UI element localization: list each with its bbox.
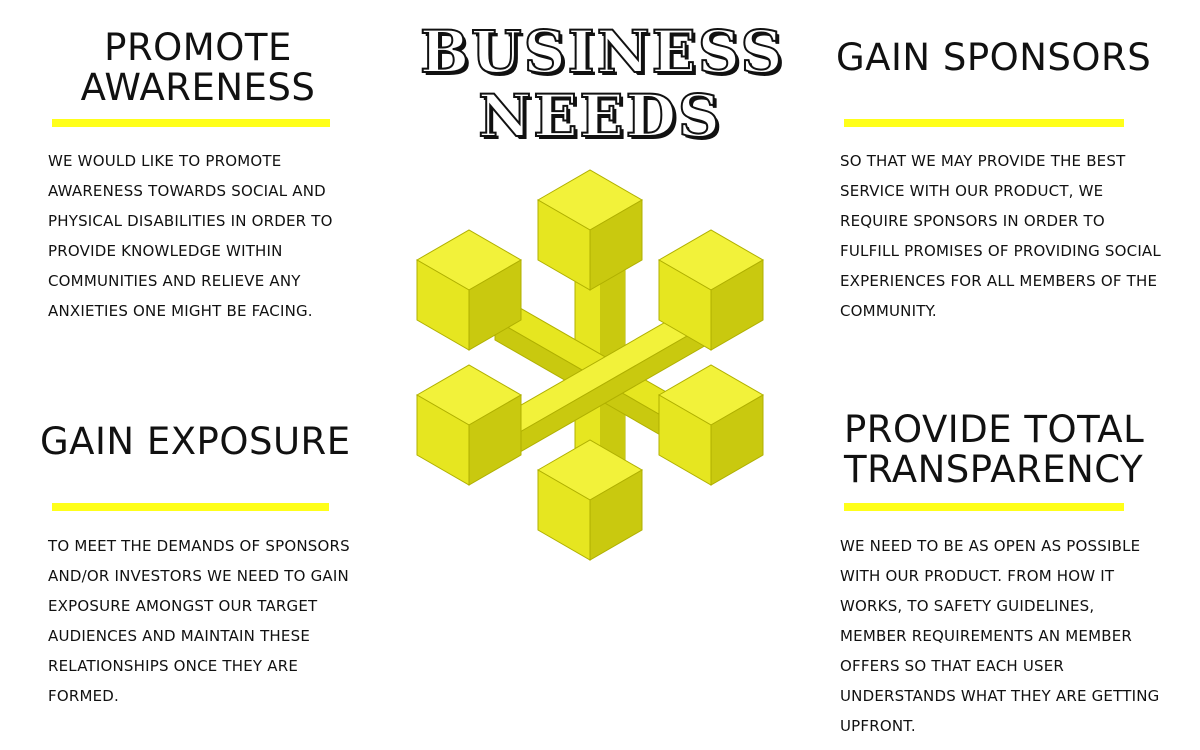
heading-line: GAIN EXPOSURE	[40, 420, 351, 463]
body-line: EXPERIENCES FOR ALL MEMBERS OF THE	[840, 272, 1158, 290]
body-line: FORMED.	[48, 687, 119, 705]
page-title: BUSINESS NEEDS	[419, 18, 785, 150]
yellow-divider	[844, 503, 1124, 511]
heading-line: TRANSPARENCY	[844, 448, 1144, 491]
heading-line: AWARENESS	[80, 66, 316, 109]
body-line: AWARENESS TOWARDS SOCIAL AND	[48, 182, 326, 200]
section-promote-awareness: PROMOTE AWARENESS WE WOULD LIKE TO PROMO…	[48, 0, 388, 330]
section-provide-transparency: PROVIDE TOTAL TRANSPARENCY WE NEED TO BE…	[836, 400, 1186, 750]
title-line-1: BUSINESS	[419, 18, 785, 86]
body-line: UPFRONT.	[840, 717, 916, 735]
body-line: OFFERS SO THAT EACH USER	[840, 657, 1065, 675]
body-promote-awareness: WE WOULD LIKE TO PROMOTE AWARENESS TOWAR…	[48, 146, 333, 326]
heading-gain-exposure: GAIN EXPOSURE	[40, 422, 370, 462]
body-line: REQUIRE SPONSORS IN ORDER TO	[840, 212, 1105, 230]
body-line: AUDIENCES AND MAINTAIN THESE	[48, 627, 310, 645]
heading-line: PROVIDE TOTAL	[844, 408, 1145, 451]
body-line: MEMBER REQUIREMENTS AN MEMBER	[840, 627, 1133, 645]
body-line: UNDERSTANDS WHAT THEY ARE GETTING	[840, 687, 1160, 705]
body-line: WITH OUR PRODUCT. FROM HOW IT	[840, 567, 1115, 585]
cube-lower-right	[658, 364, 764, 486]
body-line: EXPOSURE AMONGST OUR TARGET	[48, 597, 318, 615]
body-gain-exposure: TO MEET THE DEMANDS OF SPONSORS AND/OR I…	[48, 531, 350, 711]
heading-gain-sponsors: GAIN SPONSORS	[836, 36, 1152, 79]
cube-lower-left	[416, 364, 522, 486]
body-line: SO THAT WE MAY PROVIDE THE BEST	[840, 152, 1126, 170]
section-gain-exposure: GAIN EXPOSURE TO MEET THE DEMANDS OF SPO…	[40, 400, 380, 720]
yellow-divider	[52, 503, 329, 511]
body-line: SERVICE WITH OUR PRODUCT, WE	[840, 182, 1104, 200]
body-line: COMMUNITY.	[840, 302, 937, 320]
body-line: PROVIDE KNOWLEDGE WITHIN	[48, 242, 283, 260]
body-provide-transparency: WE NEED TO BE AS OPEN AS POSSIBLE WITH O…	[840, 531, 1159, 741]
heading-promote-awareness: PROMOTE AWARENESS	[48, 28, 348, 108]
body-line: RELATIONSHIPS ONCE THEY ARE	[48, 657, 299, 675]
heading-provide-transparency: PROVIDE TOTAL TRANSPARENCY	[844, 410, 1144, 490]
yellow-divider	[52, 119, 330, 127]
body-line: WORKS, TO SAFETY GUIDELINES,	[840, 597, 1095, 615]
body-line: WE NEED TO BE AS OPEN AS POSSIBLE	[840, 537, 1141, 555]
body-line: ANXIETIES ONE MIGHT BE FACING.	[48, 302, 313, 320]
body-line: COMMUNITIES AND RELIEVE ANY	[48, 272, 301, 290]
body-line: PHYSICAL DISABILITIES IN ORDER TO	[48, 212, 333, 230]
cube-bottom	[537, 439, 643, 561]
body-line: FULFILL PROMISES OF PROVIDING SOCIAL	[840, 242, 1161, 260]
snowflake-cube-network-icon	[416, 169, 764, 561]
body-line: WE WOULD LIKE TO PROMOTE	[48, 152, 282, 170]
heading-line: GAIN SPONSORS	[836, 36, 1152, 79]
body-line: TO MEET THE DEMANDS OF SPONSORS	[48, 537, 350, 555]
title-line-2: NEEDS	[477, 82, 722, 150]
section-gain-sponsors: GAIN SPONSORS SO THAT WE MAY PROVIDE THE…	[836, 0, 1176, 330]
heading-line: PROMOTE	[104, 26, 292, 69]
body-line: AND/OR INVESTORS WE NEED TO GAIN	[48, 567, 349, 585]
body-gain-sponsors: SO THAT WE MAY PROVIDE THE BEST SERVICE …	[840, 146, 1161, 326]
cube-top	[537, 169, 643, 291]
yellow-divider	[844, 119, 1124, 127]
